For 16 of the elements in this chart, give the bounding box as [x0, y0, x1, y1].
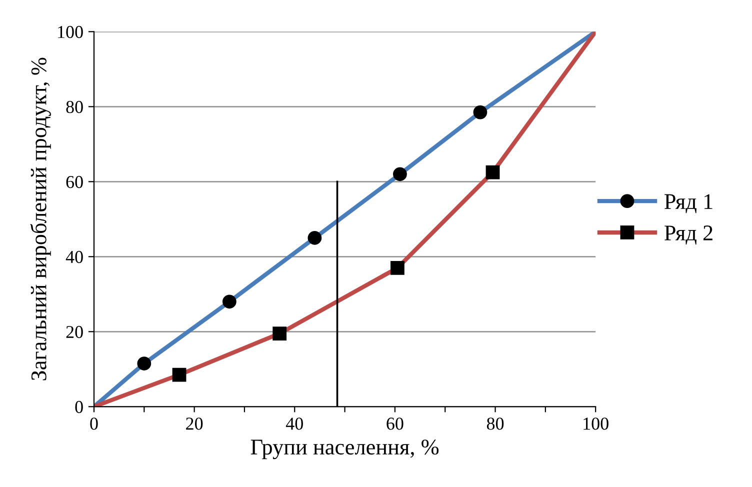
- legend-label: Ряд 2: [664, 226, 712, 245]
- y-tick-label: 100: [58, 26, 83, 38]
- x-tick-label: 40: [286, 418, 303, 430]
- x-tick-label: 80: [486, 418, 504, 430]
- x-tick-label: 0: [90, 418, 98, 430]
- y-tick-label: 40: [66, 250, 83, 264]
- legend-label: Ряд 1: [664, 194, 712, 214]
- y-tick-label: 20: [66, 326, 83, 338]
- x-axis-title: Групи населення, %: [250, 440, 439, 460]
- x-tick-label: 20: [186, 418, 203, 430]
- x-tick-label: 60: [386, 418, 404, 430]
- y-tick-label: 60: [66, 176, 83, 188]
- y-axis-title: Загальний вироблений продукт, %: [30, 58, 51, 380]
- y-tick-label: 0: [75, 400, 83, 414]
- x-tick-label: 100: [584, 418, 608, 430]
- y-tick-label: 80: [66, 100, 83, 114]
